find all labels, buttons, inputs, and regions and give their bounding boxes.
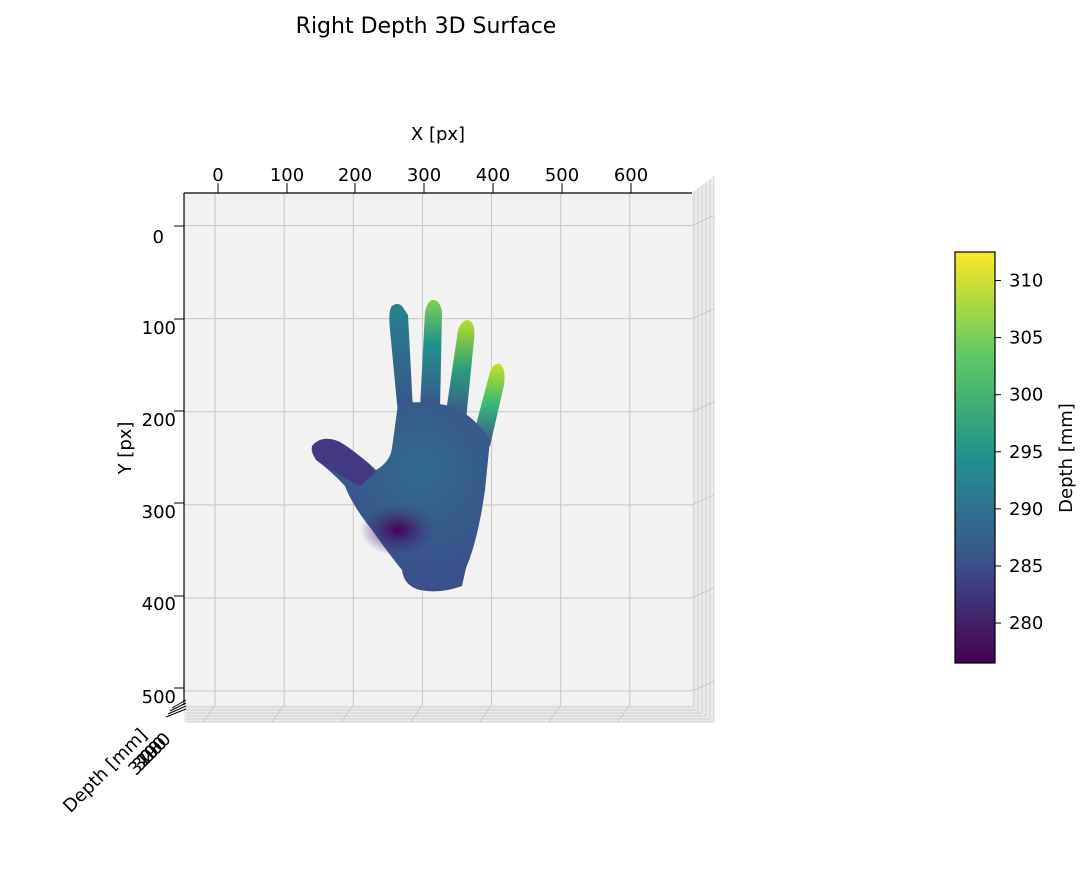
x-tick-label: 300 bbox=[407, 165, 441, 186]
surface-thenar bbox=[360, 504, 436, 556]
side-pane bbox=[692, 176, 714, 722]
y-tick-label: 300 bbox=[142, 502, 176, 523]
y-tick: 200 bbox=[142, 410, 184, 431]
chart-title: Right Depth 3D Surface bbox=[296, 14, 557, 39]
y-tick-label: 400 bbox=[142, 594, 176, 615]
surface-palm bbox=[313, 402, 490, 592]
colorbar-tick-label: 310 bbox=[1009, 271, 1043, 292]
y-tick-label: 100 bbox=[142, 318, 176, 339]
y-ticks: 0 100 200 300 400 500 bbox=[142, 225, 184, 708]
surface-thumb bbox=[311, 438, 376, 486]
colorbar-tick-label: 280 bbox=[1009, 613, 1043, 634]
y-tick: 500 bbox=[142, 687, 184, 708]
y-tick: 100 bbox=[142, 318, 184, 339]
depth-surface bbox=[311, 300, 505, 592]
colorbar-tick-label: 300 bbox=[1009, 385, 1043, 406]
x-tick: 100 bbox=[270, 165, 304, 193]
x-ticks: 0 100 200 300 400 500 600 bbox=[212, 165, 648, 193]
x-axis-label: X [px] bbox=[411, 124, 465, 145]
surface-index-finger bbox=[389, 304, 413, 414]
y-tick-label: 200 bbox=[142, 410, 176, 431]
surface-middle-finger bbox=[420, 300, 442, 410]
y-tick: 400 bbox=[142, 594, 184, 615]
x-tick: 0 bbox=[212, 165, 224, 193]
y-tick-label: 0 bbox=[153, 227, 164, 248]
x-tick: 400 bbox=[476, 165, 510, 193]
y-axis-label: Y [px] bbox=[115, 422, 136, 476]
colorbar-label: Depth [mm] bbox=[1056, 403, 1077, 513]
surface-pinky-finger bbox=[472, 363, 505, 446]
colorbar-tick-label: 295 bbox=[1009, 442, 1043, 463]
x-tick: 200 bbox=[338, 165, 372, 193]
x-tick-label: 600 bbox=[614, 165, 648, 186]
surface-ring-finger bbox=[446, 320, 475, 420]
colorbar-ticks: 280 285 290 295 300 305 310 bbox=[995, 271, 1043, 634]
colorbar: 280 285 290 295 300 305 310 Depth [mm] bbox=[954, 251, 1077, 664]
x-tick: 600 bbox=[614, 165, 648, 193]
colorbar-tick-label: 305 bbox=[1009, 328, 1043, 349]
x-tick-label: 100 bbox=[270, 165, 304, 186]
x-tick: 300 bbox=[407, 165, 441, 193]
x-tick-label: 0 bbox=[212, 165, 223, 186]
pane-edges bbox=[186, 176, 715, 723]
y-tick-label: 500 bbox=[142, 687, 176, 708]
x-tick-label: 500 bbox=[545, 165, 579, 186]
colorbar-tick-label: 285 bbox=[1009, 556, 1043, 577]
colorbar-tick-label: 290 bbox=[1009, 499, 1043, 520]
x-tick-label: 200 bbox=[338, 165, 372, 186]
x-tick-label: 400 bbox=[476, 165, 510, 186]
colorbar-gradient bbox=[954, 251, 996, 664]
x-tick: 500 bbox=[545, 165, 579, 193]
y-tick: 300 bbox=[142, 502, 184, 523]
y-tick: 0 bbox=[153, 225, 184, 248]
z-axis: 280 290 300 310 Depth [mm] bbox=[59, 699, 187, 817]
